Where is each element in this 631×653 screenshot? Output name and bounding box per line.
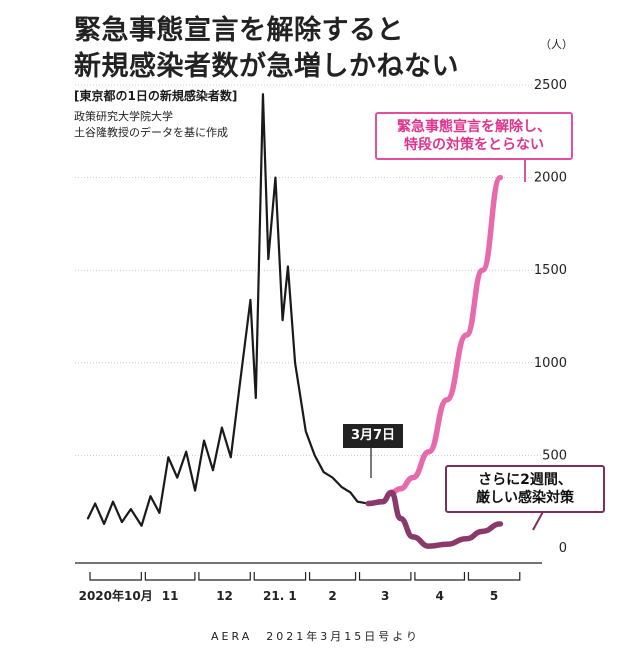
x-tick-label: 3 (381, 589, 389, 603)
x-axis: 2020年10月 11 12 21. 1 2 3 4 5 (75, 562, 542, 603)
source-line2: 土谷隆教授のデータを基に作成 (74, 126, 228, 139)
date-marker-label: 3月7日 (343, 424, 403, 448)
series-lines (85, 91, 546, 549)
x-tick-label: 21. 1 (263, 589, 297, 603)
month-bracket (144, 572, 196, 581)
x-tick-label: 2020年10月 (79, 588, 153, 603)
footer-credit: AERA 2021年3月15日号より (211, 630, 420, 643)
series-halo (85, 91, 369, 529)
month-bracket (358, 572, 412, 581)
chart-title-line1: 緊急事態宣言を解除すると (74, 15, 404, 46)
y-tick-label: 1000 (534, 356, 567, 371)
series-line-strict-measures (365, 489, 504, 549)
x-tick-label: 11 (162, 589, 179, 603)
x-tick-label: 4 (435, 589, 443, 603)
y-tick-label: 500 (542, 448, 567, 463)
month-bracket (198, 572, 251, 581)
y-tick-label: 2000 (534, 171, 567, 186)
month-bracket (308, 572, 357, 581)
callout-no-measures-line1: 緊急事態宣言を解除し、 (397, 119, 551, 135)
series-line-actual (86, 93, 370, 527)
callout-strict-measures-line2: 厳しい感染対策 (476, 490, 574, 506)
y-tick-label: 0 (559, 541, 567, 556)
chart-title-line2: 新規感染者数が急増しかねない (74, 51, 459, 82)
x-tick-label: 12 (216, 589, 233, 603)
callout-no-measures: 緊急事態宣言を解除し、 特段の対策をとらない (375, 112, 573, 160)
y-tick-label: 1500 (534, 263, 567, 278)
chart-subtitle: [東京都の1日の新規感染者数] (74, 89, 238, 103)
x-tick-label: 5 (490, 589, 498, 603)
y-tick-label: 2500 (534, 78, 567, 93)
series-line-no-measures (365, 174, 504, 507)
source-line1: 政策研究大学院大学 (74, 110, 173, 123)
month-bracket (253, 572, 307, 581)
month-bracket (414, 572, 466, 581)
y-unit-label: （人） (540, 38, 573, 51)
callout-strict-measures-line1: さらに2週間、 (478, 472, 572, 488)
month-bracket (89, 572, 142, 581)
y-tick-labels: 0 500 1000 1500 2000 2500 (534, 78, 567, 556)
callout-no-measures-line2: 特段の対策をとらない (404, 137, 544, 153)
month-bracket (467, 572, 521, 581)
callout-strict-measures: さらに2週間、 厳しい感染対策 (445, 465, 605, 513)
x-tick-label: 2 (328, 589, 336, 603)
